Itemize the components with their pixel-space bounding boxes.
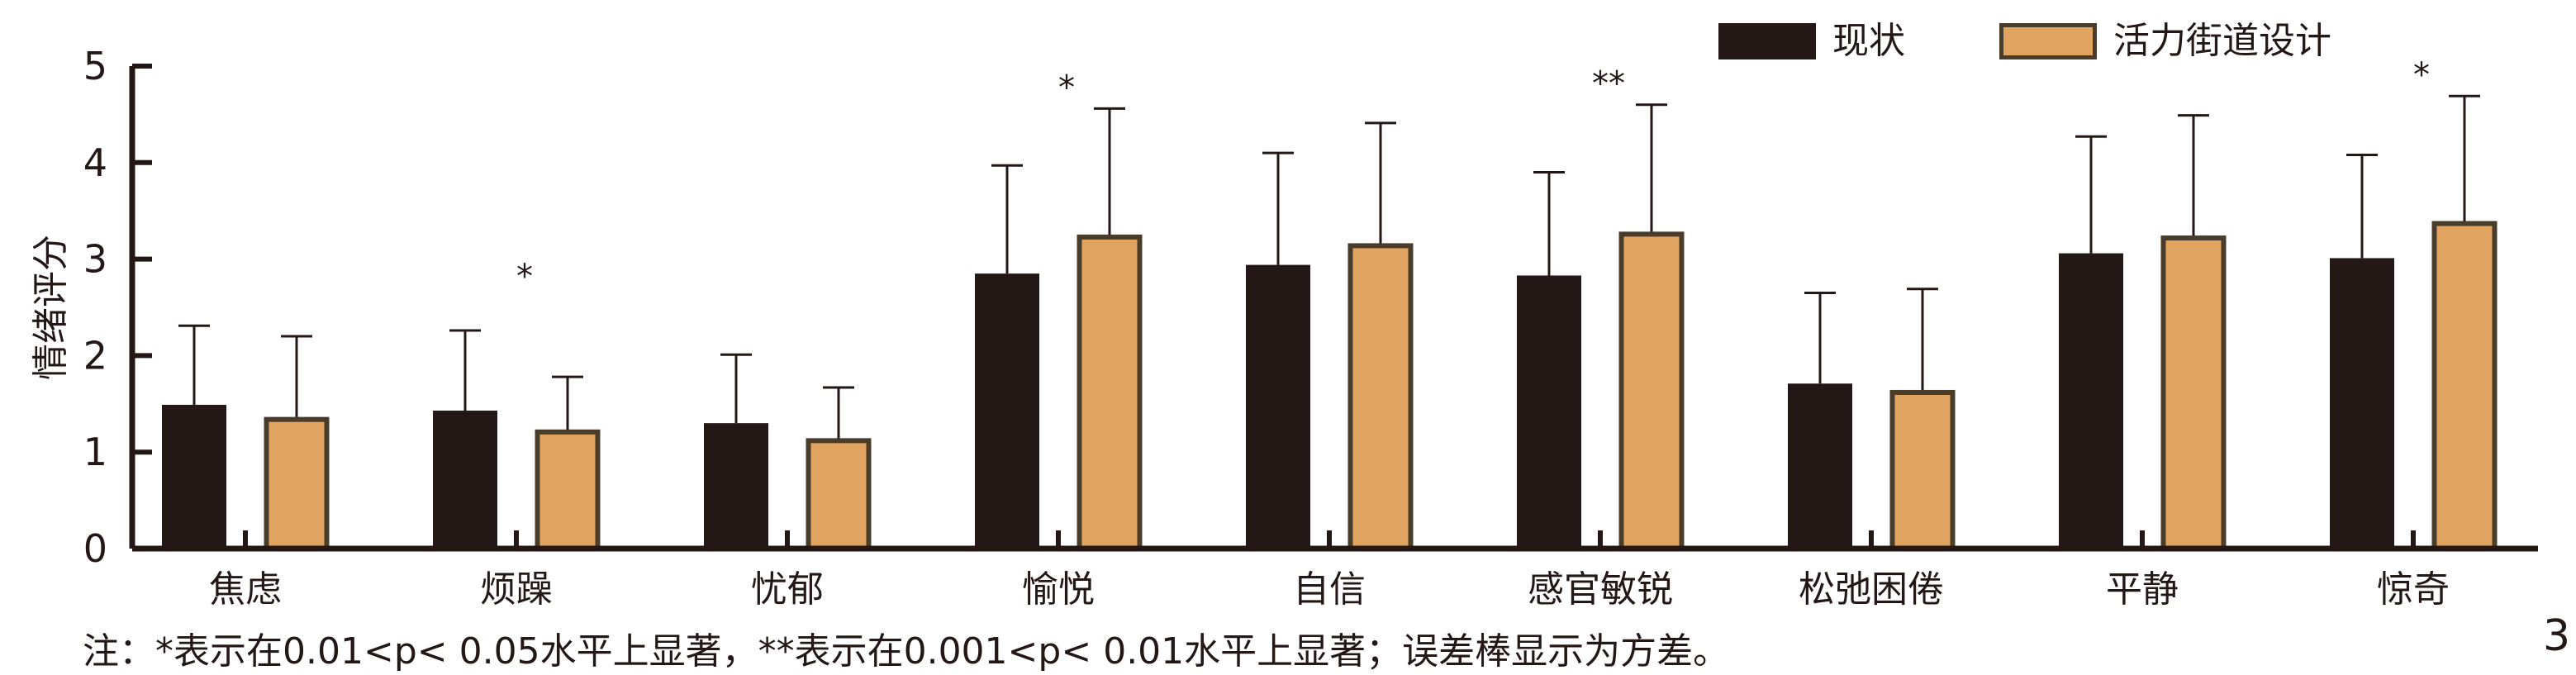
significance-marker: ** [1592,65,1625,103]
x-category-label: 感官敏锐 [1528,568,1673,611]
y-axis: 0 1 2 3 4 5 [83,44,152,571]
bar-vibrant-street [2160,235,2227,551]
footnote: 注：*表示在0.01<p< 0.05水平上显著，**表示在0.001<p< 0.… [83,630,1730,673]
bar-current [704,423,768,549]
bar-vibrant-street [1347,243,1414,551]
y-tick-label: 2 [83,333,107,378]
x-category-label: 烦躁 [480,568,553,611]
x-category-label: 焦虑 [209,568,282,611]
bar-current [1517,275,1581,549]
x-category-label: 愉悦 [1022,568,1095,611]
bar-current [162,404,226,549]
bar-current [1246,264,1310,549]
x-category-label: 平静 [2106,568,2179,611]
legend-label: 活力街道设计 [2113,20,2331,62]
y-tick-label: 3 [83,237,107,282]
bar-current [433,410,497,549]
bars: ** ** * [162,56,2498,552]
bar-vibrant-street [1889,389,1956,551]
x-category-label: 松弛困倦 [1799,568,1944,611]
bar-vibrant-street [2431,221,2498,551]
y-tick-label: 5 [83,44,107,88]
y-tick-label: 0 [83,526,107,571]
legend-swatch [1999,23,2097,59]
y-tick-label: 4 [83,140,107,185]
bar-vibrant-street [1077,234,1143,551]
x-category-label: 惊奇 [2377,568,2450,611]
bar-vibrant-street [1618,231,1685,551]
significance-marker: * [2413,56,2430,94]
significance-marker: * [1058,69,1075,107]
y-axis-label: 情绪评分 [30,235,72,380]
bar-current [975,273,1039,549]
bar-current [1788,383,1852,549]
x-category-label: 自信 [1293,568,1366,611]
legend-label: 现状 [1832,20,1905,62]
page-number: 3 [2543,611,2571,661]
bar-vibrant-street [264,416,330,552]
legend: 现状 活力街道设计 [1718,20,2331,62]
bar-vibrant-street [535,429,601,551]
x-category-label: 忧郁 [751,568,824,611]
x-axis: 焦虑 烦躁 忧郁 愉悦 自信 感官敏锐 松弛困倦 平静 惊奇 [132,530,2538,611]
bar-vibrant-street [806,438,872,552]
bar-current [2059,253,2123,549]
legend-swatch [1718,23,1816,59]
y-tick-label: 1 [83,430,107,474]
significance-marker: * [516,258,533,296]
bar-current [2330,258,2394,549]
